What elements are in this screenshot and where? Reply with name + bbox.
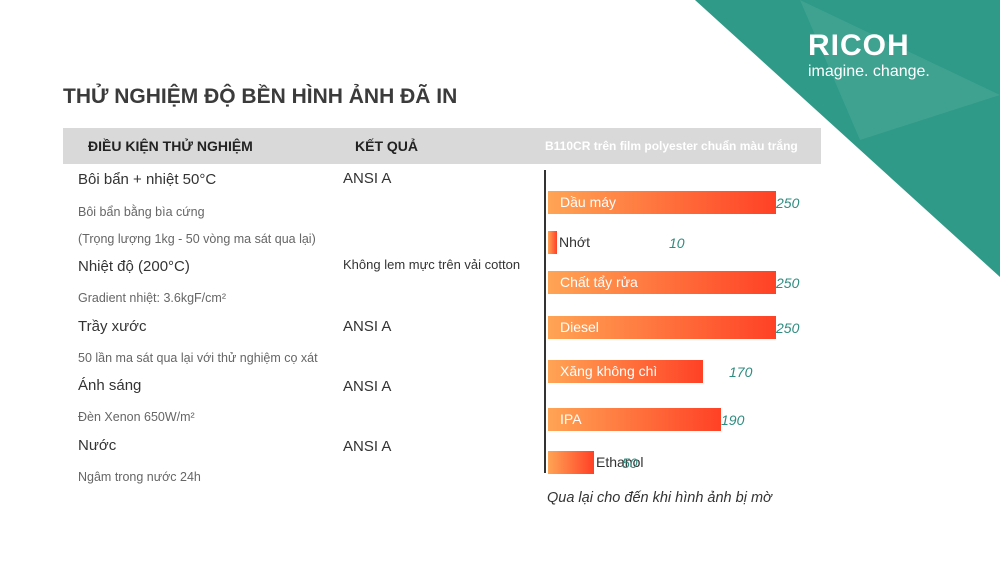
condition-detail: Đèn Xenon 650W/m²: [78, 410, 195, 424]
bar-value-label: 250: [776, 195, 800, 211]
bar-value-label: 250: [776, 275, 800, 291]
chart-bar: [548, 271, 776, 294]
condition-title: Nước: [78, 437, 117, 454]
header-conditions: ĐIỀU KIỆN THỬ NGHIỆM: [88, 138, 253, 154]
bar-category-label: IPA: [560, 411, 582, 427]
bar-value-label: 50: [622, 455, 638, 471]
chart-bar: [548, 360, 703, 383]
bar-category-label: Ethanol: [596, 454, 644, 470]
bar-category-label: Nhớt: [559, 234, 590, 250]
bar-category-label: Dầu máy: [560, 194, 617, 210]
condition-detail: (Trọng lượng 1kg - 50 vòng ma sát qua lạ…: [78, 232, 316, 246]
bar-value-label: 250: [776, 320, 800, 336]
result-value: ANSI A: [343, 378, 392, 395]
chart-axis-line: [544, 170, 546, 473]
condition-title: Nhiệt độ (200°C): [78, 258, 190, 275]
ricoh-logo: RICOH: [808, 29, 910, 62]
result-value: Không lem mực trên vải cotton: [343, 257, 521, 272]
chart-bar: [548, 231, 557, 254]
condition-title: Ánh sáng: [78, 377, 142, 394]
condition-detail: Gradient nhiệt: 3.6kgF/cm²: [78, 291, 226, 305]
bar-category-label: Chất tẩy rửa: [560, 274, 638, 290]
condition-detail: Ngâm trong nước 24h: [78, 470, 201, 484]
condition-detail: Bôi bẩn bằng bìa cứng: [78, 205, 205, 219]
page-title: THỬ NGHIỆM ĐỘ BỀN HÌNH ẢNH ĐÃ IN: [63, 85, 458, 108]
result-value: ANSI A: [343, 438, 392, 455]
header-results: KẾT QUẢ: [355, 138, 418, 154]
condition-title: Bôi bẩn + nhiệt 50°C: [78, 171, 217, 188]
header-chart-title: B110CR trên film polyester chuẩn màu trắ…: [545, 139, 798, 153]
bar-value-label: 190: [721, 412, 745, 428]
bar-value-label: 10: [669, 235, 685, 251]
bar-category-label: Xăng không chì: [560, 363, 658, 379]
result-value: ANSI A: [343, 318, 392, 335]
condition-title: Trầy xước: [78, 318, 147, 335]
chart-bar: [548, 451, 594, 474]
result-value: ANSI A: [343, 170, 392, 187]
chart-bar: [548, 408, 721, 431]
chart-caption: Qua lại cho đến khi hình ảnh bị mờ: [547, 490, 772, 506]
chart-bar: [548, 191, 776, 214]
logo-tagline: imagine. change.: [808, 63, 930, 80]
table-header-bar: [63, 128, 821, 164]
bar-category-label: Diesel: [560, 319, 599, 335]
bar-value-label: 170: [729, 364, 753, 380]
condition-detail: 50 lần ma sát qua lại với thử nghiệm cọ …: [78, 351, 318, 365]
chart-bar: [548, 316, 776, 339]
